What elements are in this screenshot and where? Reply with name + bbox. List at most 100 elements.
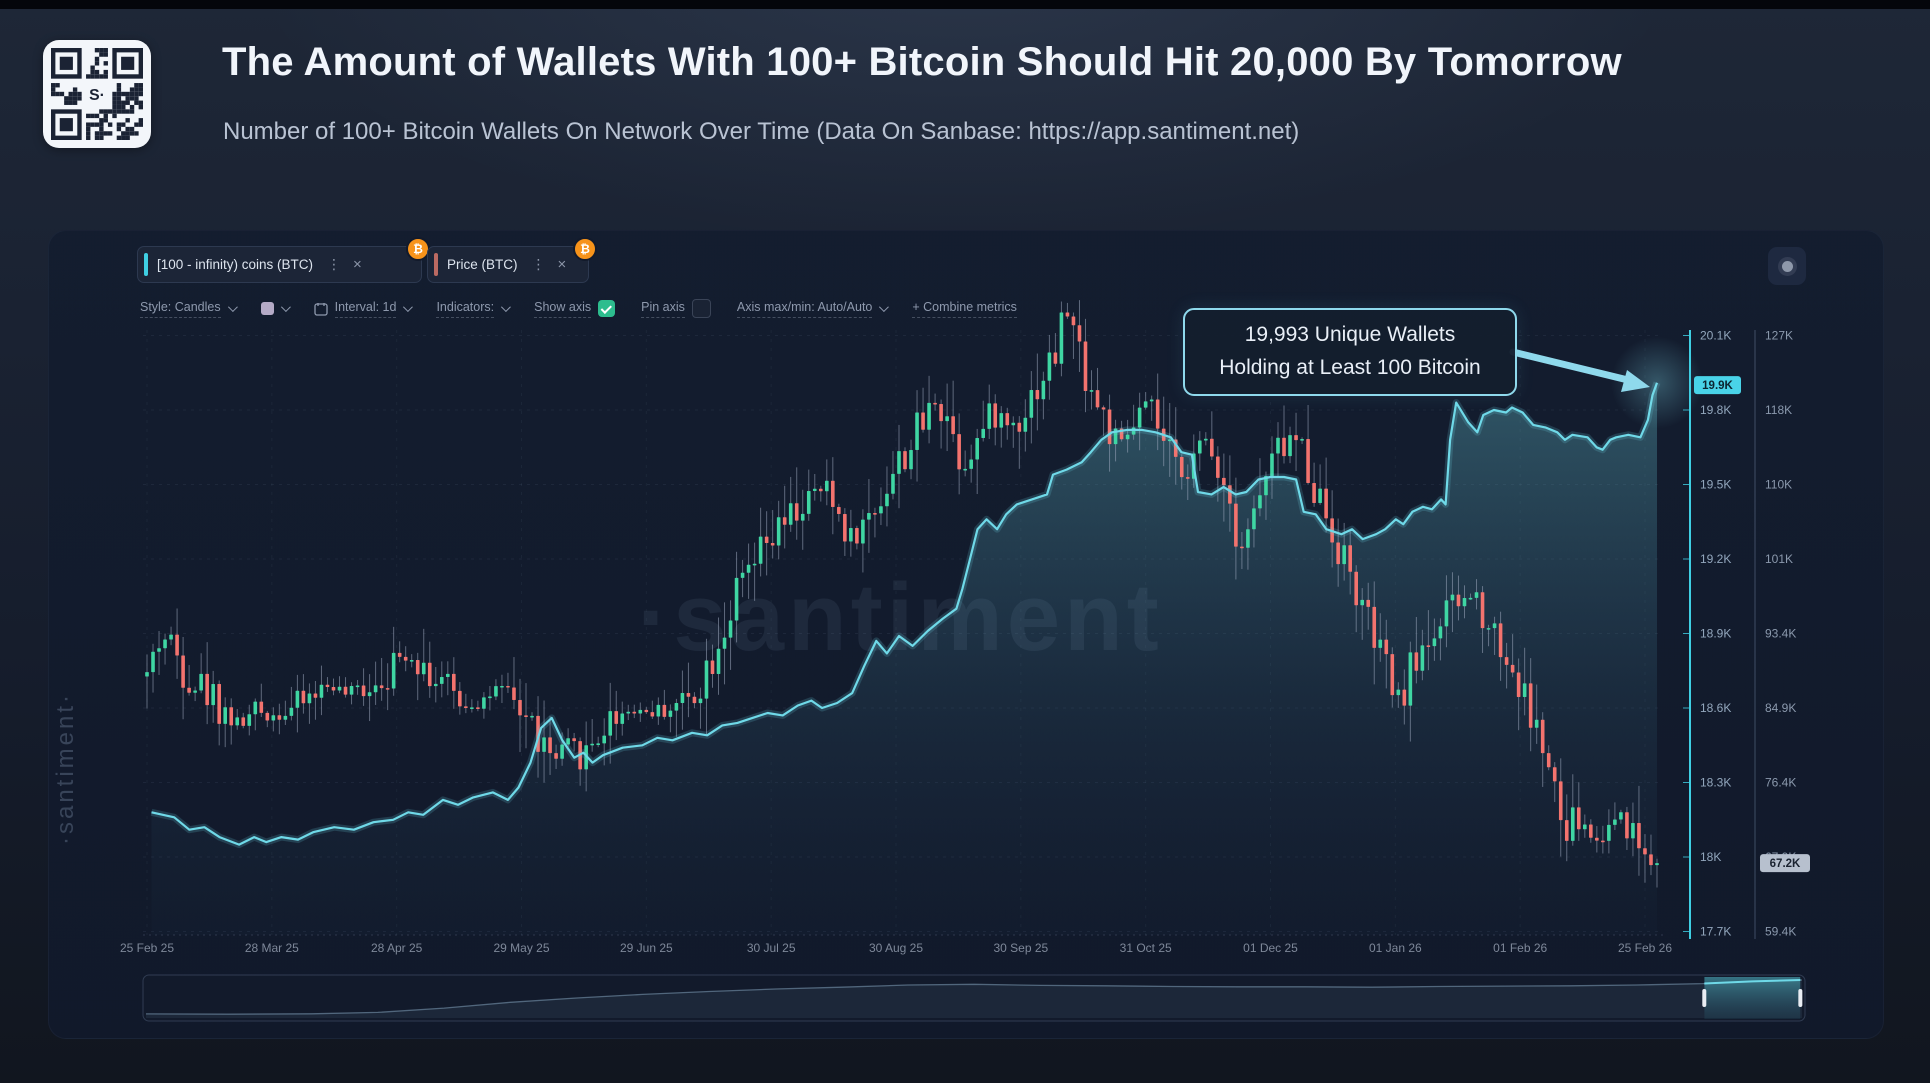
pin-axis-toggle[interactable]: Pin axis bbox=[641, 299, 711, 318]
minimap-handle-left[interactable] bbox=[1702, 989, 1707, 1007]
candle-body bbox=[229, 707, 234, 726]
candle-body bbox=[1643, 848, 1647, 855]
candle-body bbox=[939, 404, 943, 422]
check-icon bbox=[600, 302, 612, 314]
qr-module bbox=[103, 74, 108, 79]
qr-module bbox=[59, 56, 73, 70]
candle-body bbox=[548, 737, 552, 754]
qr-module bbox=[59, 118, 73, 132]
candle-body bbox=[1450, 594, 1455, 601]
qr-module bbox=[94, 135, 100, 140]
qr-module bbox=[68, 96, 73, 101]
candle-body bbox=[1029, 390, 1034, 418]
candle-body bbox=[1240, 546, 1244, 549]
candle-body bbox=[1185, 477, 1190, 479]
candle-body bbox=[572, 738, 576, 742]
chart-layout-button[interactable] bbox=[1768, 247, 1806, 285]
minimap-handle-right[interactable] bbox=[1798, 989, 1803, 1007]
minimap bbox=[142, 974, 1806, 1022]
candle-body bbox=[445, 673, 450, 678]
metric-close-icon[interactable]: × bbox=[353, 256, 362, 273]
price-axis-tick-label: 110K bbox=[1765, 478, 1792, 492]
combine-metrics-button[interactable]: + Combine metrics bbox=[912, 300, 1017, 318]
qr-module bbox=[99, 126, 104, 132]
candle-body bbox=[1589, 824, 1593, 838]
qr-module bbox=[94, 113, 100, 119]
qr-module bbox=[59, 91, 65, 97]
qr-module bbox=[64, 100, 69, 105]
candle-body bbox=[686, 692, 691, 697]
candle-body bbox=[1595, 837, 1599, 841]
qr-module bbox=[55, 83, 60, 88]
qr-module bbox=[138, 104, 143, 110]
candle-body bbox=[746, 564, 751, 573]
qr-module bbox=[107, 122, 113, 127]
candle-body bbox=[818, 488, 823, 492]
candle-body bbox=[1101, 407, 1106, 410]
style-dropdown[interactable]: Style: Candles bbox=[140, 300, 238, 318]
color-swatch-dropdown[interactable] bbox=[260, 302, 291, 315]
page-title: The Amount of Wallets With 100+ Bitcoin … bbox=[222, 40, 1622, 84]
qr-module bbox=[55, 91, 60, 97]
qr-module bbox=[99, 48, 104, 53]
metric-chip-coins[interactable]: [100 - infinity) coins (BTC) ⋮ × ₿ bbox=[137, 237, 430, 283]
candle-body bbox=[1222, 477, 1226, 486]
indicators-dropdown[interactable]: Indicators: bbox=[436, 300, 511, 318]
candle-body bbox=[1498, 623, 1503, 658]
qr-module bbox=[129, 131, 135, 136]
minimap-selection[interactable] bbox=[1704, 977, 1801, 1019]
candle-body bbox=[1167, 439, 1172, 442]
candle-body bbox=[933, 402, 937, 405]
annotation-arrow-shaft bbox=[1509, 348, 1632, 384]
candle-body bbox=[331, 686, 336, 691]
candle-body bbox=[1089, 390, 1094, 392]
candle-body bbox=[205, 673, 209, 706]
candle-body bbox=[1576, 807, 1581, 830]
chart-plot-area[interactable] bbox=[147, 330, 1657, 935]
bitcoin-badge-icon: ₿ bbox=[573, 237, 597, 261]
qr-module bbox=[138, 100, 143, 105]
candle-body bbox=[1077, 325, 1082, 342]
candle-body bbox=[524, 715, 528, 717]
qr-module bbox=[138, 91, 143, 97]
qr-module bbox=[138, 122, 143, 127]
metric-close-icon[interactable]: × bbox=[557, 256, 567, 273]
metric-chip-price[interactable]: Price (BTC) ⋮ × ₿ bbox=[427, 237, 597, 283]
candle-body bbox=[782, 517, 787, 525]
axis-maxmin-label: Axis max/min: Auto/Auto bbox=[736, 300, 873, 318]
axis-maxmin-dropdown[interactable]: Axis max/min: Auto/Auto bbox=[736, 300, 890, 318]
candle-body bbox=[325, 684, 330, 687]
metric-accent-bar bbox=[144, 253, 148, 276]
qr-module bbox=[86, 126, 91, 132]
candle-body bbox=[337, 686, 342, 691]
candle-body bbox=[855, 527, 859, 544]
candle-body bbox=[602, 735, 607, 744]
candle-body bbox=[879, 506, 883, 514]
show-axis-toggle[interactable]: Show axis bbox=[534, 300, 616, 318]
qr-module bbox=[134, 122, 139, 127]
qr-module bbox=[90, 122, 95, 127]
qr-module bbox=[121, 100, 126, 105]
candle-body bbox=[734, 577, 739, 621]
candle-body bbox=[1053, 352, 1058, 364]
qr-module bbox=[116, 87, 122, 92]
metric-options-icon[interactable]: ⋮ bbox=[531, 256, 546, 272]
candle-body bbox=[1246, 529, 1250, 548]
qr-module bbox=[94, 122, 100, 127]
qr-module bbox=[116, 100, 122, 105]
candle-body bbox=[1336, 542, 1340, 565]
x-axis-label: 30 Jul 25 bbox=[747, 941, 796, 955]
wallet-axis-tick-label: 18.3K bbox=[1700, 776, 1731, 790]
candle-body bbox=[903, 451, 907, 470]
price-candles bbox=[145, 300, 1659, 888]
candle-body bbox=[1179, 456, 1184, 478]
interval-dropdown[interactable]: Interval: 1d bbox=[313, 300, 414, 318]
candle-body bbox=[193, 690, 197, 693]
candle-body bbox=[1655, 863, 1659, 866]
metric-options-icon[interactable]: ⋮ bbox=[327, 256, 342, 272]
qr-module bbox=[134, 91, 139, 97]
qr-module bbox=[94, 131, 100, 136]
pin-axis-checkbox[interactable] bbox=[691, 299, 711, 318]
show-axis-checkbox[interactable] bbox=[598, 300, 616, 317]
candle-body bbox=[921, 412, 925, 430]
